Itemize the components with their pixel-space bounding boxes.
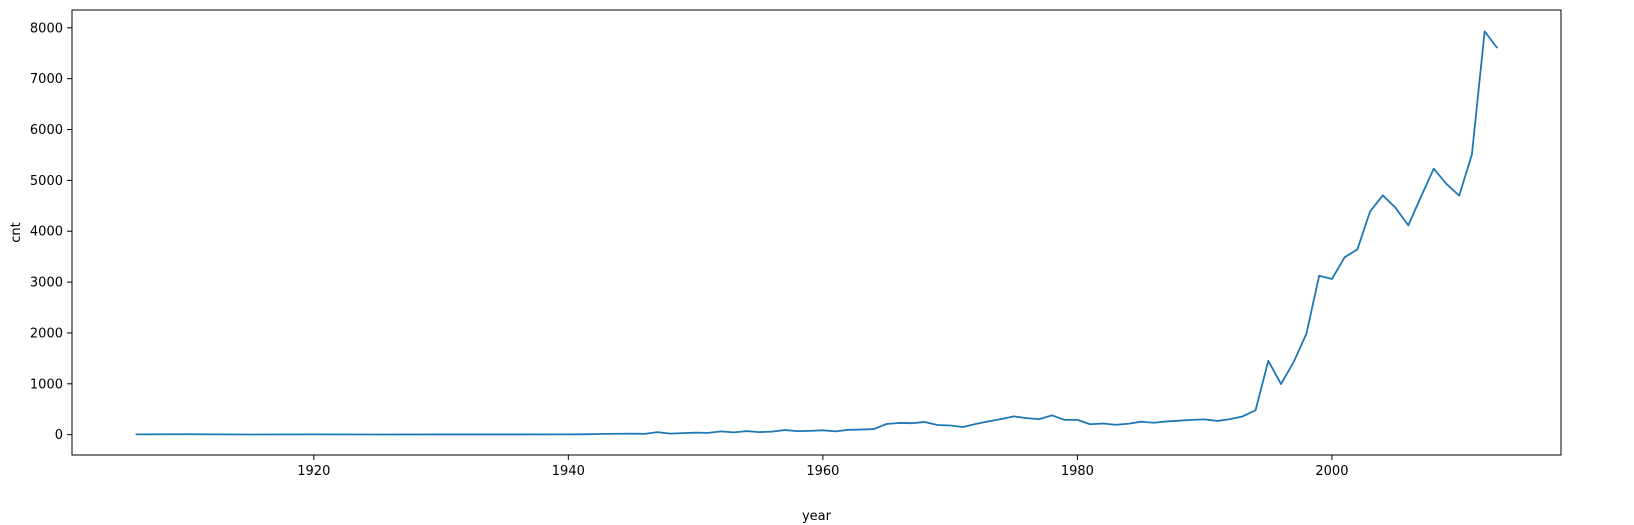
x-axis: 1920 1940 1960 1980 2000 (297, 455, 1348, 479)
x-tick-label: 2000 (1315, 464, 1348, 479)
y-tick-label: 2000 (30, 326, 63, 341)
y-tick-label: 3000 (30, 276, 63, 291)
plot-area (135, 30, 1499, 436)
y-axis: 0 1000 2000 3000 4000 5000 6000 7000 8000 (30, 21, 72, 443)
y-tick-label: 1000 (30, 377, 63, 392)
plot-frame (71, 9, 1562, 456)
y-tick-label: 7000 (30, 72, 63, 87)
y-tick-label: 0 (55, 428, 63, 443)
y-axis-label: cnt (9, 222, 24, 242)
x-tick-label: 1940 (552, 464, 585, 479)
x-axis-label: year (802, 509, 832, 524)
x-tick-label: 1980 (1061, 464, 1094, 479)
y-tick-label: 5000 (30, 174, 63, 189)
y-tick-label: 4000 (30, 225, 63, 240)
x-tick-label: 1920 (297, 464, 330, 479)
y-tick-label: 8000 (30, 21, 63, 36)
y-tick-label: 6000 (30, 123, 63, 138)
series-line-0 (135, 30, 1499, 436)
x-tick-label: 1960 (806, 464, 839, 479)
